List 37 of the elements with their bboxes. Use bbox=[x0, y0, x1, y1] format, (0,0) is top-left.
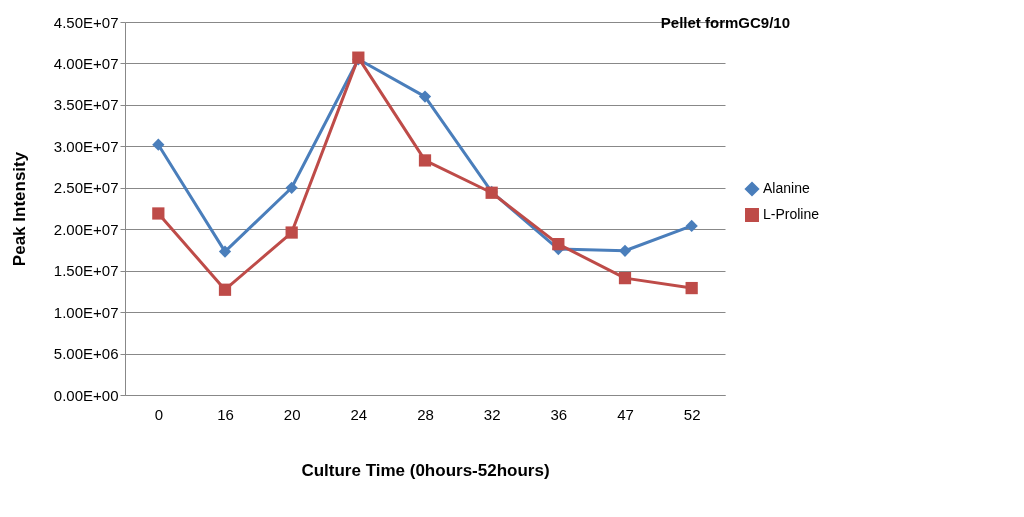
point bbox=[285, 181, 298, 194]
x-tick-label: 52 bbox=[683, 405, 701, 423]
point bbox=[152, 207, 165, 220]
y-tick-label: 3.50E+07 bbox=[53, 96, 119, 114]
point bbox=[418, 154, 432, 167]
x-tick-label: 20 bbox=[283, 405, 301, 423]
x-tick-label: 47 bbox=[617, 405, 634, 423]
point bbox=[218, 283, 232, 296]
y-tick-label: 3.00E+07 bbox=[53, 137, 119, 155]
point bbox=[685, 219, 698, 233]
legend-label: Alanine bbox=[763, 180, 810, 196]
x-axis-title: Culture Time (0hours-52hours) bbox=[301, 460, 550, 480]
y-tick-label: 0.00E+00 bbox=[53, 386, 119, 404]
x-tick-label: 16 bbox=[217, 405, 234, 423]
y-tick-label: 1.50E+07 bbox=[53, 262, 119, 280]
x-tick-label: 24 bbox=[350, 405, 368, 423]
y-tick-label: 1.00E+07 bbox=[53, 303, 119, 321]
legend-label: L-Proline bbox=[763, 206, 820, 222]
point bbox=[618, 272, 632, 285]
y-axis-title: Peak Intensity bbox=[9, 151, 29, 267]
y-tick-label: 4.50E+07 bbox=[53, 13, 119, 31]
point bbox=[218, 245, 232, 258]
point bbox=[418, 90, 432, 103]
y-tick-label: 2.50E+07 bbox=[53, 179, 119, 197]
y-tick-label: 2.00E+07 bbox=[53, 220, 119, 238]
y-tick-label: 5.00E+06 bbox=[53, 345, 119, 363]
point bbox=[285, 226, 298, 239]
y-tick-label: 4.00E+07 bbox=[53, 54, 119, 72]
chart-title: Pellet formGC9/10 bbox=[660, 14, 790, 31]
point bbox=[685, 281, 698, 295]
point bbox=[618, 244, 632, 257]
x-tick-label: 36 bbox=[550, 405, 568, 423]
point bbox=[552, 238, 565, 251]
point bbox=[152, 138, 165, 151]
x-tick-label: 32 bbox=[483, 405, 501, 423]
x-tick-label: 0 bbox=[154, 405, 164, 423]
x-tick-label: 28 bbox=[417, 405, 434, 423]
